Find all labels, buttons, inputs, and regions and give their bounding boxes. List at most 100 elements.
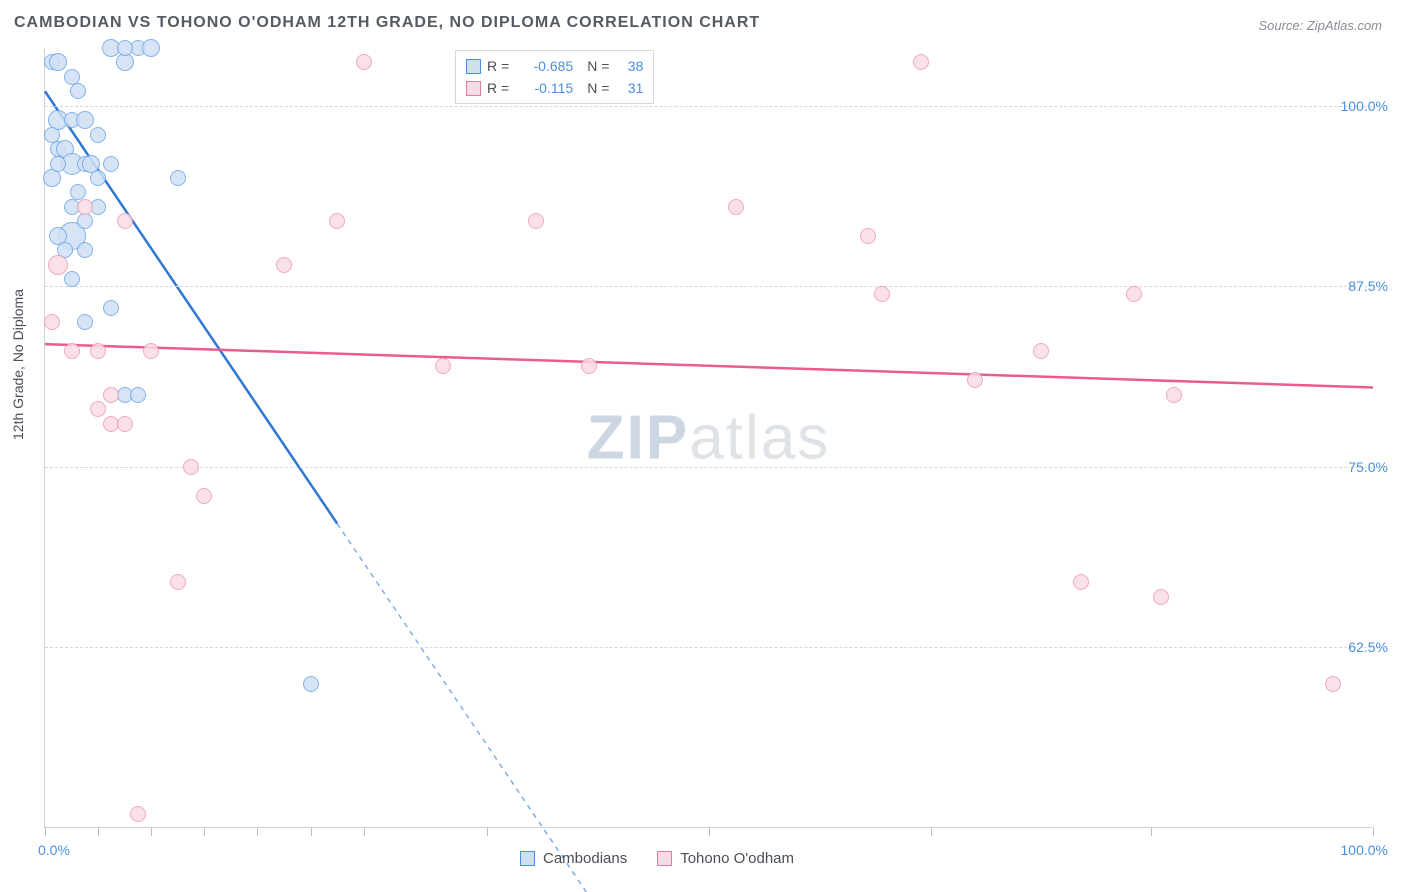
trend-line-dashed: [337, 524, 1373, 892]
data-point: [103, 300, 119, 316]
trend-lines: [45, 48, 1373, 828]
x-tick: [98, 827, 99, 836]
x-tick: [45, 827, 46, 836]
watermark: ZIPatlas: [587, 402, 830, 473]
data-point: [77, 213, 93, 229]
y-tick-label: 87.5%: [1348, 278, 1388, 294]
series-legend: Cambodians Tohono O'odham: [520, 850, 794, 867]
legend-label: Tohono O'odham: [680, 850, 794, 867]
legend-r-label: R =: [487, 77, 509, 99]
gridline: [45, 106, 1372, 107]
data-point: [728, 199, 744, 215]
data-point: [329, 213, 345, 229]
data-point: [142, 39, 160, 57]
data-point: [1153, 589, 1169, 605]
data-point: [103, 156, 119, 172]
data-point: [90, 170, 106, 186]
data-point: [90, 401, 106, 417]
data-point: [1166, 387, 1182, 403]
data-point: [356, 54, 372, 70]
data-point: [913, 54, 929, 70]
data-point: [117, 213, 133, 229]
gridline: [45, 286, 1372, 287]
data-point: [77, 242, 93, 258]
data-point: [103, 387, 119, 403]
data-point: [130, 387, 146, 403]
data-point: [170, 170, 186, 186]
legend-n-value: 38: [615, 55, 643, 77]
data-point: [967, 372, 983, 388]
data-point: [77, 199, 93, 215]
x-tick: [257, 827, 258, 836]
legend-swatch: [520, 851, 535, 866]
legend-r-label: R =: [487, 55, 509, 77]
x-tick: [1373, 827, 1374, 836]
data-point: [170, 574, 186, 590]
y-axis-label: 12th Grade, No Diploma: [10, 289, 26, 440]
data-point: [581, 358, 597, 374]
data-point: [183, 459, 199, 475]
watermark-part2: atlas: [689, 403, 830, 472]
legend-swatch: [466, 81, 481, 96]
trend-line-solid: [45, 344, 1373, 387]
gridline: [45, 467, 1372, 468]
data-point: [860, 228, 876, 244]
data-point: [130, 806, 146, 822]
data-point: [1033, 343, 1049, 359]
data-point: [143, 343, 159, 359]
data-point: [50, 156, 66, 172]
data-point: [76, 111, 94, 129]
plot-area: ZIPatlas: [44, 48, 1372, 828]
legend-n-label: N =: [587, 55, 609, 77]
data-point: [276, 257, 292, 273]
legend-n-value: 31: [615, 77, 643, 99]
data-point: [117, 416, 133, 432]
data-point: [528, 213, 544, 229]
legend-r-value: -0.115: [515, 77, 573, 99]
x-tick: [364, 827, 365, 836]
y-tick-label: 75.0%: [1348, 459, 1388, 475]
legend-item: Cambodians: [520, 850, 627, 867]
data-point: [303, 676, 319, 692]
data-point: [1073, 574, 1089, 590]
x-tick: [931, 827, 932, 836]
x-tick: [487, 827, 488, 836]
legend-item: Tohono O'odham: [657, 850, 794, 867]
x-tick: [311, 827, 312, 836]
gridline: [45, 647, 1372, 648]
data-point: [48, 255, 68, 275]
data-point: [1126, 286, 1142, 302]
legend-row: R = -0.115 N = 31: [466, 77, 643, 99]
chart-title: CAMBODIAN VS TOHONO O'ODHAM 12TH GRADE, …: [14, 14, 760, 32]
data-point: [117, 40, 133, 56]
legend-label: Cambodians: [543, 850, 627, 867]
x-tick: [204, 827, 205, 836]
data-point: [49, 53, 67, 71]
x-axis-end-label: 100.0%: [1341, 842, 1388, 858]
correlation-legend: R = -0.685 N = 38 R = -0.115 N = 31: [455, 50, 654, 104]
data-point: [44, 314, 60, 330]
watermark-part1: ZIP: [587, 403, 689, 472]
source-citation: Source: ZipAtlas.com: [1258, 18, 1382, 33]
data-point: [90, 127, 106, 143]
legend-row: R = -0.685 N = 38: [466, 55, 643, 77]
legend-n-label: N =: [587, 77, 609, 99]
data-point: [70, 83, 86, 99]
data-point: [77, 314, 93, 330]
y-tick-label: 100.0%: [1341, 98, 1388, 114]
data-point: [196, 488, 212, 504]
data-point: [64, 343, 80, 359]
data-point: [1325, 676, 1341, 692]
data-point: [90, 343, 106, 359]
legend-swatch: [657, 851, 672, 866]
y-tick-label: 62.5%: [1348, 639, 1388, 655]
data-point: [43, 169, 61, 187]
data-point: [64, 271, 80, 287]
x-tick: [1151, 827, 1152, 836]
data-point: [116, 53, 134, 71]
data-point: [874, 286, 890, 302]
legend-r-value: -0.685: [515, 55, 573, 77]
chart-container: CAMBODIAN VS TOHONO O'ODHAM 12TH GRADE, …: [0, 0, 1406, 892]
x-tick: [709, 827, 710, 836]
legend-swatch: [466, 59, 481, 74]
